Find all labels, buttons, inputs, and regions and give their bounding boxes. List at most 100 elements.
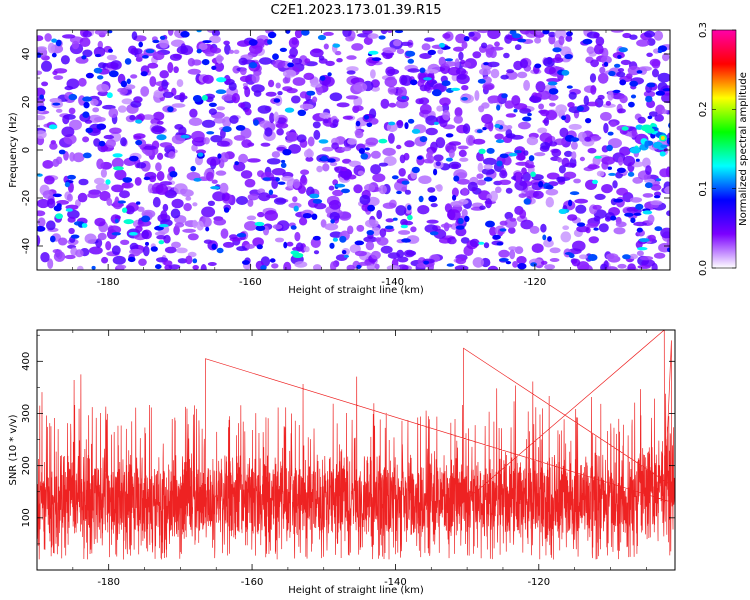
heatmap-cell (93, 138, 101, 147)
heatmap-cell (378, 162, 389, 167)
heatmap-cell (544, 66, 556, 75)
heatmap-cell (327, 72, 332, 77)
heatmap-cell (513, 108, 518, 113)
heatmap-cell (608, 70, 616, 77)
heatmap-cell (316, 85, 323, 96)
heatmap-cell (92, 107, 100, 113)
heatmap-cell (111, 184, 124, 193)
heatmap-cell (79, 37, 91, 47)
heatmap-cell (411, 128, 421, 134)
snr-y-tick-label: 400 (21, 352, 32, 371)
heatmap-cell (211, 243, 217, 250)
heatmap-cell (513, 103, 528, 110)
heatmap-cell (661, 109, 668, 115)
heatmap-cell (380, 245, 393, 254)
heatmap-cell (328, 199, 342, 210)
heatmap-x-tick-label: -180 (97, 277, 120, 288)
heatmap-cell (461, 97, 468, 101)
heatmap-cell (435, 184, 442, 189)
heatmap-cell (84, 233, 97, 244)
heatmap-cell (398, 230, 411, 235)
heatmap-cell (171, 241, 181, 249)
heatmap-cell (478, 148, 486, 154)
snr-x-tick-label: -140 (384, 577, 407, 588)
heatmap-cell (424, 69, 439, 74)
heatmap-cell (407, 68, 420, 73)
heatmap-cell (197, 152, 204, 157)
heatmap-cell (485, 198, 492, 209)
heatmap-cell (61, 34, 76, 39)
heatmap-cell (247, 198, 254, 207)
heatmap-cell (203, 137, 210, 145)
heatmap-cell (546, 78, 561, 83)
heatmap-cell (647, 234, 656, 242)
heatmap-cell (400, 75, 413, 86)
colorbar-tick-label: 0.3 (698, 22, 709, 38)
snr-y-ticks: 100 200 300 400 (21, 334, 675, 545)
heatmap-cell (190, 165, 196, 172)
heatmap-cell (342, 250, 347, 255)
heatmap-cell (158, 86, 164, 92)
heatmap-cell (192, 95, 202, 102)
heatmap-cell (534, 152, 546, 157)
heatmap-cell (266, 158, 281, 165)
heatmap-cell (584, 136, 592, 142)
heatmap-cell (410, 79, 418, 86)
heatmap-cell (60, 55, 70, 65)
heatmap-cell (407, 214, 413, 221)
heatmap-cell (410, 226, 417, 233)
heatmap-cell (662, 88, 670, 92)
heatmap-cell (108, 70, 119, 78)
heatmap-cell (378, 138, 388, 144)
heatmap-cell (252, 237, 264, 247)
snr-x-label: Height of straight line (km) (288, 585, 424, 596)
heatmap-cell (283, 241, 288, 249)
heatmap-cell (170, 208, 181, 219)
heatmap-cell (55, 39, 62, 47)
heatmap-cell (564, 150, 573, 157)
heatmap-cell (417, 156, 423, 160)
heatmap-cell (332, 43, 341, 48)
heatmap-cell (494, 133, 504, 140)
heatmap-cell (639, 256, 654, 261)
heatmap-cell (321, 155, 328, 162)
snr-y-label: SNR (10 * v/v) (8, 414, 19, 485)
heatmap-cell (587, 164, 600, 170)
heatmap-cell (583, 95, 589, 106)
heatmap-cell (156, 171, 165, 181)
heatmap-cell (328, 185, 335, 191)
heatmap-cell (600, 263, 608, 270)
heatmap-cell (117, 200, 126, 204)
heatmap-cell (105, 179, 111, 185)
heatmap-cell (37, 46, 47, 51)
heatmap-cell (419, 67, 426, 74)
heatmap-y-tick-label: 40 (21, 48, 32, 61)
heatmap-cell (259, 57, 272, 65)
heatmap-cell (666, 137, 670, 145)
heatmap-cell (411, 166, 420, 174)
heatmap-cell (280, 162, 287, 168)
heatmap-cell (238, 102, 246, 108)
heatmap-cell (558, 165, 566, 174)
heatmap-cell (206, 131, 215, 135)
heatmap-cell (210, 47, 222, 54)
heatmap-cell (37, 235, 41, 246)
heatmap-cell (69, 152, 75, 162)
heatmap-cell (135, 139, 143, 146)
heatmap-cell (576, 225, 589, 233)
heatmap-x-label: Height of straight line (km) (288, 285, 424, 296)
heatmap-cell (236, 233, 247, 238)
heatmap-cell (578, 254, 588, 260)
heatmap-cell (565, 35, 573, 42)
heatmap-cell (654, 114, 664, 122)
heatmap-cell (461, 209, 468, 218)
heatmap-cell (498, 249, 510, 258)
heatmap-cell (523, 150, 529, 156)
heatmap-cell (254, 221, 265, 227)
heatmap-cell (272, 224, 283, 230)
heatmap-cell (590, 85, 597, 95)
heatmap-cell (468, 31, 475, 37)
heatmap-cell (313, 202, 327, 210)
heatmap-cell (370, 150, 381, 159)
heatmap-cell (605, 100, 612, 106)
